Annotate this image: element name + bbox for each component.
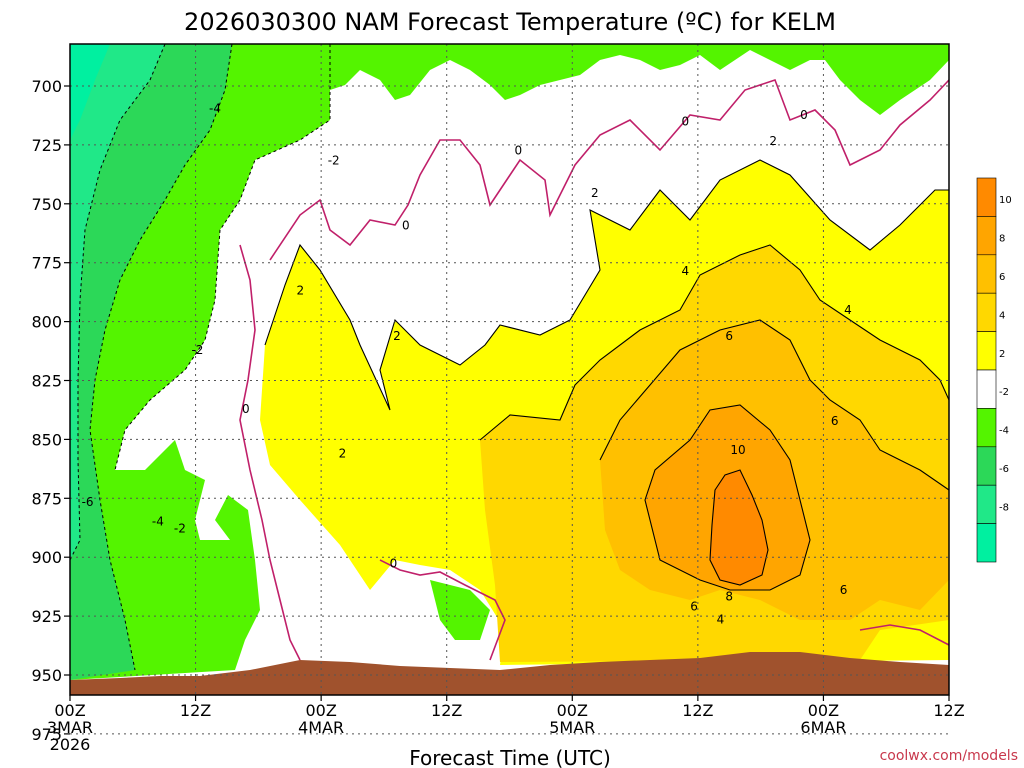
chart-title: 2026030300 NAM Forecast Temperature (ºC)… — [184, 8, 836, 36]
contour-label: 2 — [393, 329, 401, 343]
colorbar-swatch — [976, 369, 997, 409]
y-tick-label: 850 — [31, 430, 62, 449]
contour-label: 6 — [831, 414, 839, 428]
contour-label: -4 — [209, 101, 221, 115]
colorbar-label: -2 — [999, 387, 1009, 398]
colorbar-swatch — [976, 216, 997, 256]
contour-label: 8 — [725, 590, 733, 604]
contour-label: 6 — [725, 329, 733, 343]
colorbar-swatch — [976, 292, 997, 332]
contour-labels: -4 -2 0 0 0 0 2 2 2 2 -2 0 2 4 4 6 6 6 10 8 6 4 -6 -4 -2 0 — [82, 101, 852, 626]
contour-label: -4 — [152, 515, 164, 529]
colorbar: 10 8 6 4 2 -2 -4 -6 -8 — [976, 177, 1012, 563]
colorbar-swatch — [976, 408, 997, 448]
colorbar-label: -4 — [999, 426, 1009, 437]
contour-label: 2 — [769, 134, 777, 148]
colorbar-label: 4 — [999, 310, 1005, 321]
y-tick-label: 875 — [31, 489, 62, 508]
contour-label: 10 — [730, 443, 745, 457]
colorbar-label: -6 — [999, 464, 1009, 475]
y-tick-label: 950 — [31, 666, 62, 685]
contour-label: 0 — [390, 556, 398, 570]
x-tick-label: 00Z — [54, 701, 85, 720]
x-tick-label: 3MAR — [47, 718, 93, 737]
contour-label: 6 — [840, 583, 848, 597]
x-tick-label: 00Z — [557, 701, 588, 720]
contour-label: 0 — [242, 402, 250, 416]
colorbar-swatch — [976, 331, 997, 371]
zero-isotherms — [239, 78, 950, 661]
x-tick-label: 12Z — [431, 701, 462, 720]
contour-label: 0 — [800, 108, 808, 122]
x-tick-label: 12Z — [933, 701, 964, 720]
colorbar-label: 2 — [999, 349, 1005, 360]
region-minus-8 — [70, 44, 110, 140]
contour-label: -2 — [328, 153, 340, 167]
contour-label: -2 — [191, 343, 203, 357]
y-tick-label: 800 — [31, 313, 62, 332]
y-tick-label: 775 — [31, 254, 62, 273]
colorbar-label: 6 — [999, 272, 1005, 283]
contour-label: 2 — [591, 186, 599, 200]
contour-label: 0 — [402, 219, 410, 233]
contour-label: 2 — [339, 446, 347, 460]
terrain — [70, 652, 949, 695]
x-axis-label: Forecast Time (UTC) — [409, 746, 611, 768]
y-tick-label: 900 — [31, 548, 62, 567]
contour-label: 0 — [681, 114, 689, 128]
contour-label: -6 — [82, 495, 94, 509]
region-minus-6 — [70, 44, 165, 560]
region-minus-4 — [70, 44, 232, 680]
colorbar-swatch — [976, 177, 997, 217]
negative-isotherms — [69, 43, 331, 671]
grid-lines — [70, 44, 949, 735]
positive-isotherms — [264, 159, 950, 591]
y-axis-ticks: 700 725 750 775 800 825 850 875 900 925 950 975 — [31, 77, 70, 744]
colorbar-swatch — [976, 254, 997, 294]
x-tick-label: 12Z — [180, 701, 211, 720]
contour-label: 4 — [717, 612, 725, 626]
colorbar-swatch — [976, 484, 997, 524]
credit-text: coolwx.com/models — [880, 748, 1018, 764]
y-tick-label: 750 — [31, 195, 62, 214]
y-tick-label: 925 — [31, 607, 62, 626]
x-tick-label: 12Z — [682, 701, 713, 720]
y-tick-label: 700 — [31, 77, 62, 96]
y-tick-label: 975 — [31, 725, 62, 744]
contour-label: 2 — [296, 284, 304, 298]
y-tick-label: 825 — [31, 372, 62, 391]
x-tick-label: 5MAR — [549, 718, 595, 737]
x-tick-label: 6MAR — [800, 718, 846, 737]
region-minus-2-pocket — [430, 580, 490, 640]
plot-area — [69, 43, 950, 735]
contour-label: -2 — [174, 521, 186, 535]
colorbar-label: -8 — [999, 502, 1009, 513]
x-tick-label: 2026 — [50, 735, 91, 754]
contour-label: 4 — [681, 264, 689, 278]
colorbar-label: 10 — [999, 195, 1012, 206]
x-tick-label: 00Z — [808, 701, 839, 720]
colorbar-label: 8 — [999, 234, 1005, 245]
contour-label: 6 — [690, 599, 698, 613]
y-tick-label: 725 — [31, 136, 62, 155]
contour-label: 0 — [514, 144, 522, 158]
region-minus-2-top — [330, 44, 949, 115]
colorbar-swatch — [976, 523, 997, 563]
x-tick-label: 00Z — [305, 701, 336, 720]
x-tick-label: 4MAR — [298, 718, 344, 737]
colorbar-swatch — [976, 446, 997, 486]
contour-label: 4 — [844, 303, 852, 317]
plot-frame — [69, 43, 950, 696]
